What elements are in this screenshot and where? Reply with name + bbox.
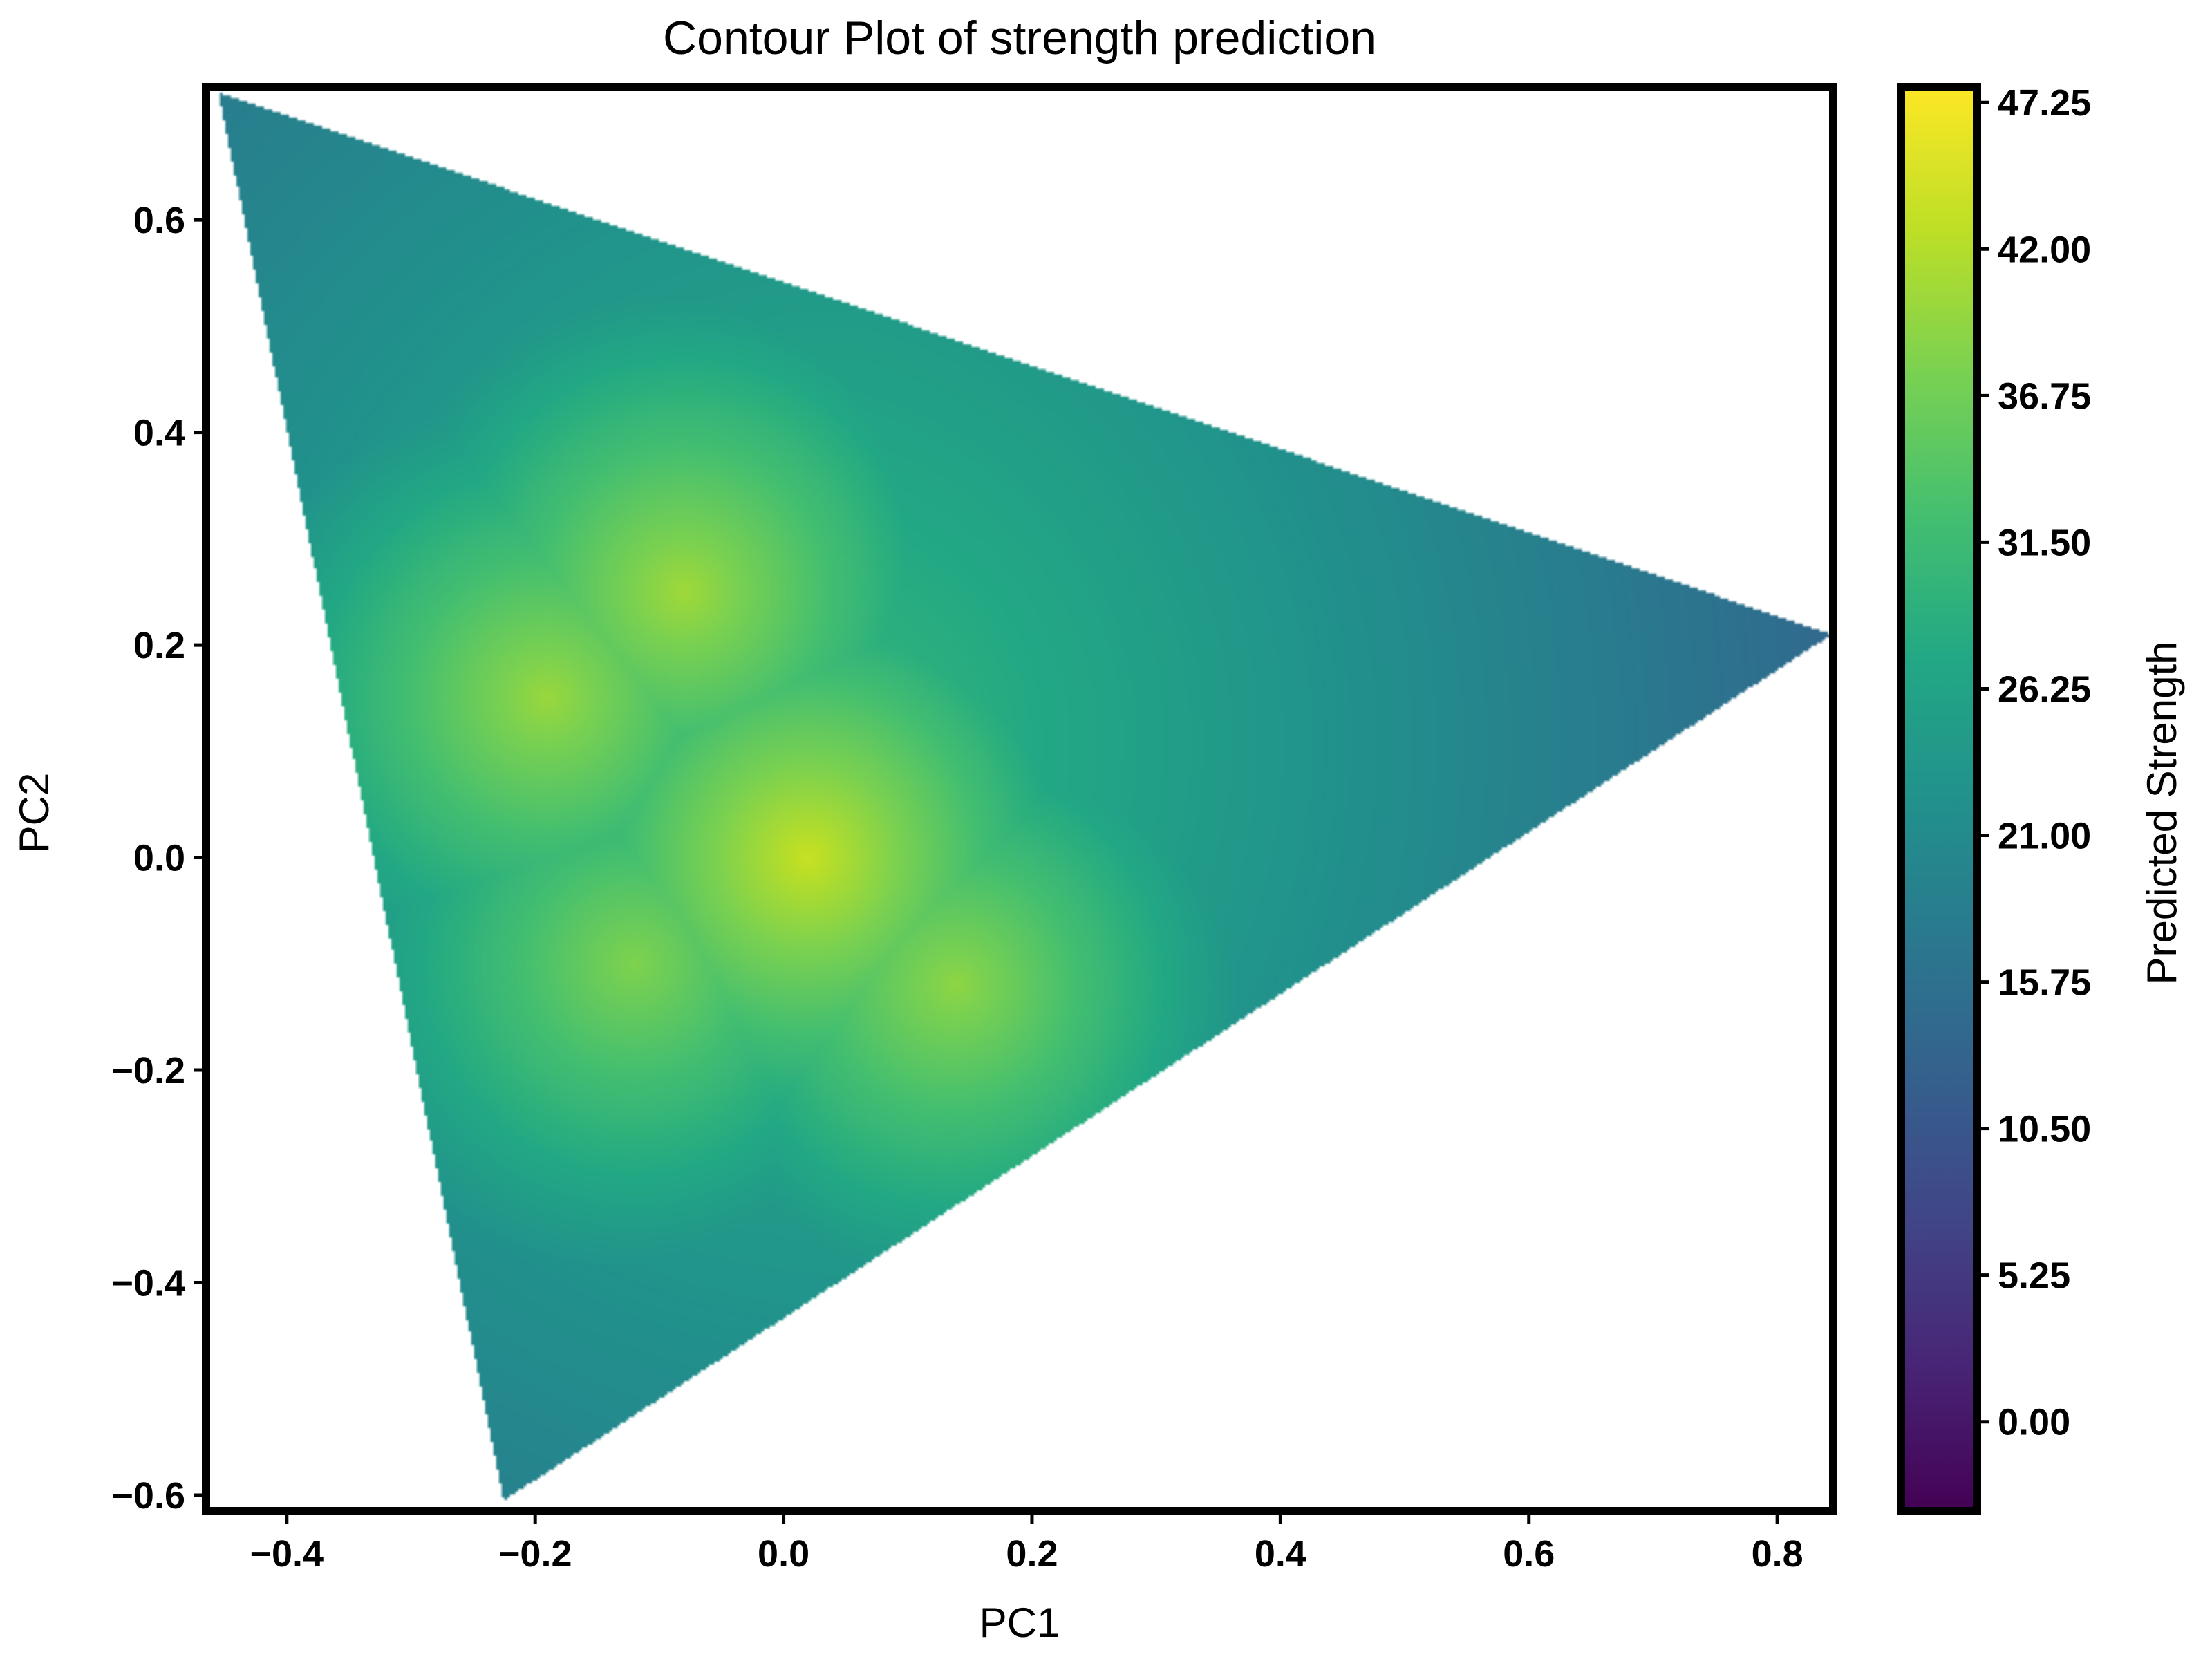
- x-tick-label: 0.6: [1503, 1533, 1555, 1575]
- colorbar-tick-label: 26.25: [1998, 668, 2091, 710]
- colorbar-tick-label: 15.75: [1998, 962, 2091, 1004]
- y-tick-label: 0.6: [133, 200, 185, 241]
- colorbar-tick-label: 31.50: [1998, 522, 2091, 563]
- x-tick-label: 0.4: [1255, 1533, 1306, 1575]
- chart-title: Contour Plot of strength prediction: [663, 12, 1376, 64]
- colorbar: [1897, 83, 1981, 1515]
- x-tick-label: −0.4: [250, 1533, 324, 1575]
- colorbar-tick-label: 0.00: [1998, 1402, 2070, 1443]
- colorbar-tick-label: 36.75: [1998, 375, 2091, 417]
- x-tick-label: 0.2: [1006, 1533, 1058, 1575]
- colorbar-label: Predicted Strength: [2139, 641, 2185, 985]
- colorbar-tick-label: 5.25: [1998, 1255, 2070, 1297]
- plot-frame: [202, 83, 1837, 1515]
- x-axis-label: PC1: [980, 1600, 1060, 1646]
- x-axis: −0.4 −0.2 0.0 0.2 0.4 0.6 0.8: [250, 1511, 1803, 1575]
- y-tick-label: −0.6: [111, 1475, 185, 1517]
- colorbar-tick-label: 47.25: [1998, 82, 2091, 124]
- y-tick-label: 0.0: [133, 838, 185, 879]
- colorbar-tick-label: 42.00: [1998, 229, 2091, 270]
- colorbar-tick-label: 21.00: [1998, 816, 2091, 857]
- y-axis: −0.6 −0.4 −0.2 0.0 0.2 0.4 0.6: [111, 200, 206, 1517]
- y-tick-label: 0.4: [133, 413, 185, 454]
- colorbar-ticks: 0.00 5.25 10.50 15.75 21.00 26.25 31.50 36.75 42…: [1977, 82, 2091, 1443]
- y-axis-label: PC2: [11, 773, 57, 854]
- y-tick-label: −0.4: [111, 1262, 185, 1304]
- x-tick-label: −0.2: [498, 1533, 572, 1575]
- x-tick-label: 0.0: [758, 1533, 809, 1575]
- y-tick-label: 0.2: [133, 625, 185, 666]
- colorbar-tick-label: 10.50: [1998, 1109, 2091, 1150]
- y-tick-label: −0.2: [111, 1050, 185, 1091]
- x-tick-label: 0.8: [1752, 1533, 1803, 1575]
- contour-field: [206, 87, 1833, 1511]
